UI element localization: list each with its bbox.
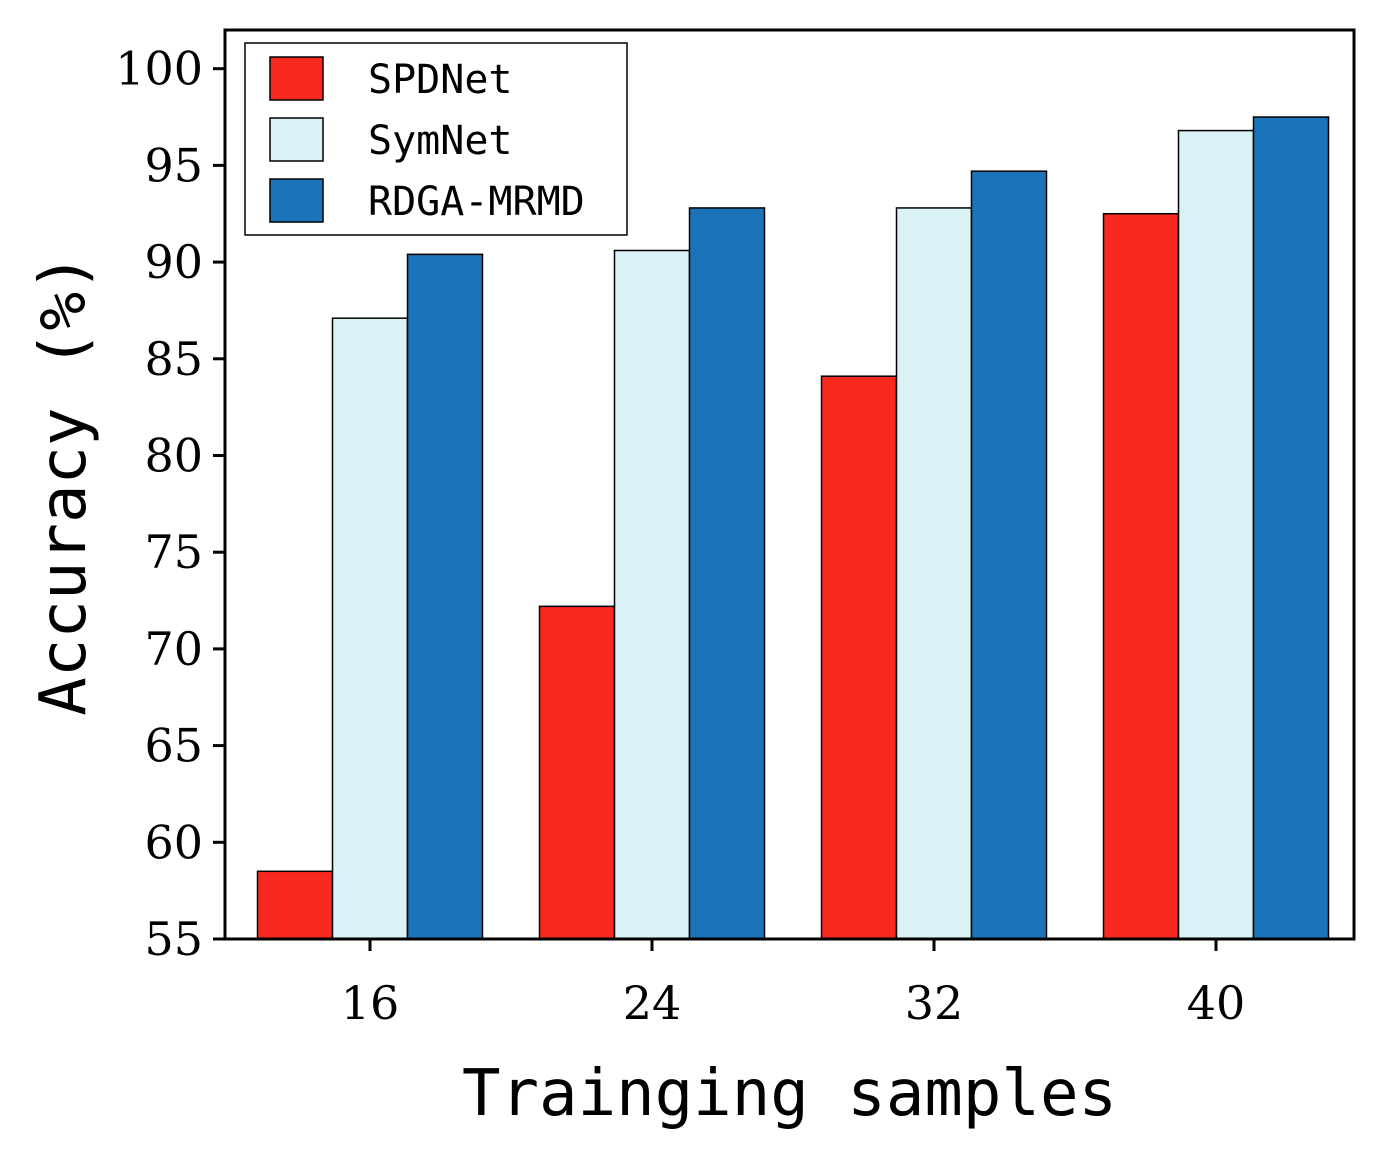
bars-layer xyxy=(256,116,1330,940)
bar-rdga-mrmd-16 xyxy=(406,253,484,940)
bar-spdnet-32 xyxy=(820,375,898,940)
x-tick-label: 40 xyxy=(1187,976,1246,1030)
y-tick-label: 60 xyxy=(144,815,203,869)
bar-spdnet-16 xyxy=(256,870,334,940)
legend-label: SPDNet xyxy=(368,57,513,103)
legend: SPDNet SymNet RDGA-MRMD xyxy=(244,42,628,236)
x-axis: 16 24 32 40 xyxy=(341,939,1246,1030)
y-tick-label: 90 xyxy=(144,235,203,289)
y-tick-label: 100 xyxy=(115,42,203,96)
bar-symnet-24 xyxy=(613,249,691,940)
legend-swatch-symnet xyxy=(269,117,324,162)
legend-label: SymNet xyxy=(368,118,513,164)
bar-symnet-16 xyxy=(331,317,409,940)
plot-frame xyxy=(223,28,1356,941)
x-tick-label: 32 xyxy=(905,976,964,1030)
y-axis-title: Accuracy (%) xyxy=(27,253,101,715)
bar-rdga-mrmd-32 xyxy=(970,170,1048,940)
legend-swatch-rdga-mrmd xyxy=(269,178,324,223)
y-tick-label: 70 xyxy=(144,622,203,676)
bar-symnet-40 xyxy=(1177,129,1255,940)
y-tick-label: 80 xyxy=(144,428,203,482)
x-axis-title: Trainging samples xyxy=(462,1057,1117,1131)
bar-spdnet-40 xyxy=(1102,212,1180,940)
y-tick-label: 85 xyxy=(144,332,203,386)
y-tick-label: 55 xyxy=(144,912,203,966)
y-axis: 55 60 65 70 75 80 85 90 95 100 xyxy=(115,42,225,966)
bar-spdnet-24 xyxy=(538,605,616,940)
x-tick-label: 16 xyxy=(341,976,400,1030)
y-tick-label: 95 xyxy=(144,138,203,192)
x-tick-label: 24 xyxy=(623,976,682,1030)
bar-symnet-32 xyxy=(895,207,973,940)
bar-rdga-mrmd-40 xyxy=(1252,116,1330,940)
y-tick-label: 65 xyxy=(144,719,203,773)
y-tick-label: 75 xyxy=(144,525,203,579)
bar-rdga-mrmd-24 xyxy=(688,207,766,940)
legend-swatch-spdnet xyxy=(269,56,324,101)
legend-label: RDGA-MRMD xyxy=(368,179,585,225)
